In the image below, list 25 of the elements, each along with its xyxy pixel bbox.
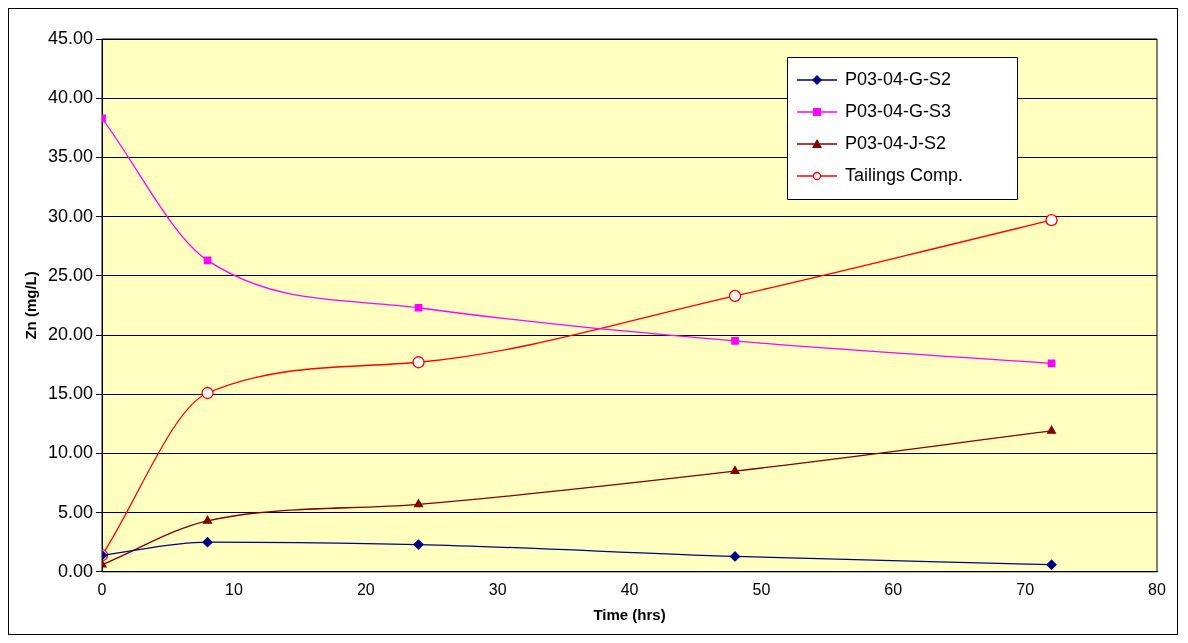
x-tick-label: 0	[97, 580, 107, 598]
x-tick-label: 20	[356, 580, 375, 598]
legend-label: P03-04-G-S2	[845, 68, 952, 89]
y-tick-label: 20.00	[48, 323, 94, 344]
y-tick-label: 15.00	[48, 383, 94, 404]
y-axis-title: Zn (mg/L)	[22, 271, 40, 340]
y-tick-label: 40.00	[48, 87, 94, 108]
x-tick-label: 80	[1148, 580, 1166, 598]
x-tick-label: 30	[488, 580, 507, 598]
y-tick-label: 45.00	[48, 27, 94, 48]
y-tick-label: 5.00	[58, 501, 94, 522]
x-tick-label: 60	[884, 580, 903, 598]
x-tick-label: 70	[1016, 580, 1035, 598]
x-tick-label: 40	[620, 580, 639, 598]
legend-label: P03-04-G-S3	[845, 100, 952, 121]
x-axis-title: Time (hrs)	[593, 606, 666, 624]
y-tick-label: 0.00	[58, 560, 94, 581]
legend-label: P03-04-J-S2	[845, 132, 947, 153]
x-tick-label: 10	[225, 580, 243, 598]
x-tick-label: 50	[752, 580, 771, 598]
y-tick-label: 25.00	[48, 264, 94, 285]
y-tick-label: 35.00	[48, 146, 94, 167]
legend-label: Tailings Comp.	[845, 164, 964, 185]
y-tick-label: 30.00	[48, 205, 94, 226]
y-tick-label: 10.00	[48, 442, 94, 463]
